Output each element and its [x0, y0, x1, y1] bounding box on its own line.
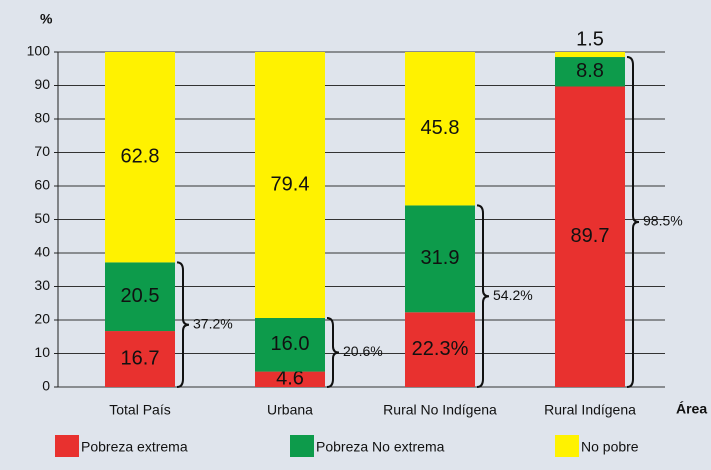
legend-swatch [555, 435, 579, 457]
annotation: 20.6% [343, 343, 383, 359]
bar-segment [405, 312, 475, 387]
legend-label: Pobreza extrema [81, 439, 188, 455]
bar-segment [105, 262, 175, 332]
value-label: 4.6 [276, 368, 304, 390]
y-tick-label: 0 [42, 378, 50, 394]
legend-label: No pobre [581, 439, 639, 455]
value-label: 16.7 [121, 347, 160, 369]
value-label: 22.3% [412, 338, 469, 360]
brace [176, 261, 190, 388]
value-label: 45.8 [421, 117, 460, 139]
x-tick-label: Urbana [267, 402, 313, 418]
value-label: 62.8 [121, 145, 160, 167]
x-tick-label: Rural No Indígena [383, 402, 497, 418]
y-tick-label: 20 [34, 311, 50, 327]
y-tick-label: 100 [27, 43, 51, 59]
brace [326, 316, 340, 388]
value-label: 89.7 [571, 225, 610, 247]
legend-swatch [290, 435, 314, 457]
y-axis-label: % [40, 11, 53, 27]
y-tick-label: 80 [34, 110, 50, 126]
bar-segment [105, 52, 175, 263]
value-label: 8.8 [576, 60, 604, 82]
value-label: 16.0 [271, 333, 310, 355]
value-label: 79.4 [271, 173, 310, 195]
bar-segment [405, 52, 475, 206]
x-axis-label: Área [676, 401, 707, 417]
y-tick-label: 10 [34, 344, 50, 360]
annotation: 98.5% [643, 213, 683, 229]
y-tick-label: 30 [34, 277, 50, 293]
value-label: 1.5 [576, 28, 604, 50]
annotation: 54.2% [493, 287, 533, 303]
bar-segment [255, 371, 325, 387]
bar-segment [555, 52, 625, 58]
value-label: 20.5 [121, 285, 160, 307]
y-tick-label: 90 [34, 76, 50, 92]
bar-segment [555, 57, 625, 87]
annotation: 37.2% [193, 315, 233, 331]
value-label: 31.9 [421, 247, 460, 269]
y-tick-label: 60 [34, 177, 50, 193]
bar-segment [255, 317, 325, 372]
bar-segment [255, 52, 325, 318]
brace [626, 56, 640, 388]
brace [476, 204, 490, 388]
y-tick-label: 70 [34, 143, 50, 159]
bar-segment [105, 331, 175, 387]
bar-segment [405, 205, 475, 313]
y-tick-label: 40 [34, 244, 50, 260]
legend-swatch [55, 435, 79, 457]
legend-label: Pobreza No extrema [316, 439, 445, 455]
x-tick-label: Total País [109, 402, 170, 418]
x-tick-label: Rural Indígena [544, 402, 636, 418]
y-tick-label: 50 [34, 210, 50, 226]
bar-segment [555, 86, 625, 387]
